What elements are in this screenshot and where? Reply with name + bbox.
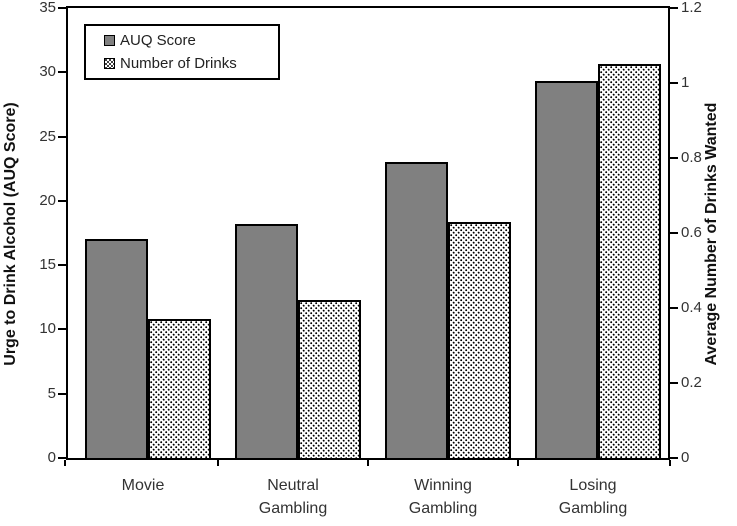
- left-axis-tick-label: 30: [39, 63, 56, 80]
- bar-drinks-losing-gambling: [598, 64, 661, 458]
- legend-label-number-of-drinks: Number of Drinks: [120, 55, 237, 72]
- bar-auq-neutral-gambling: [235, 224, 298, 458]
- left-axis-tick: [58, 457, 66, 459]
- right-axis-tick: [670, 307, 678, 309]
- legend: AUQ Score Number of Drinks: [84, 24, 280, 80]
- category-label-losing-gambling: Losing Gambling: [558, 477, 628, 517]
- number-of-drinks-swatch-icon: [104, 58, 115, 69]
- right-axis-tick: [670, 157, 678, 159]
- left-axis-tick-label: 35: [39, 0, 56, 16]
- bar-auq-losing-gambling: [535, 81, 598, 458]
- bar-drinks-movie: [148, 319, 211, 458]
- category-label-winning-gambling: Winning Gambling: [408, 477, 478, 517]
- x-axis-tick: [367, 460, 369, 466]
- auq-score-swatch-icon: [104, 35, 115, 46]
- left-axis-tick-label: 20: [39, 192, 56, 209]
- left-axis-tick-label: 25: [39, 128, 56, 145]
- x-axis-tick: [64, 460, 66, 466]
- left-axis-tick: [58, 7, 66, 9]
- legend-label-auq-score: AUQ Score: [120, 32, 196, 49]
- right-axis-tick: [670, 82, 678, 84]
- bar-auq-winning-gambling: [385, 162, 448, 458]
- right-axis-tick-label: 1: [681, 74, 690, 91]
- left-axis-tick-label: 15: [39, 256, 56, 273]
- right-axis-tick: [670, 7, 678, 9]
- legend-item-number-of-drinks: Number of Drinks: [104, 55, 278, 72]
- left-axis-tick-label: 0: [47, 449, 56, 466]
- right-axis-tick: [670, 232, 678, 234]
- category-label-movie: Movie: [121, 477, 165, 494]
- x-axis-tick: [669, 460, 671, 466]
- bar-drinks-winning-gambling: [448, 222, 511, 458]
- left-axis-tick: [58, 393, 66, 395]
- x-axis-tick: [517, 460, 519, 466]
- right-axis-tick-label: 0.4: [681, 299, 702, 316]
- left-axis-tick: [58, 328, 66, 330]
- left-axis-tick-label: 5: [47, 385, 56, 402]
- left-axis-tick: [58, 264, 66, 266]
- right-axis-tick-label: 0.6: [681, 224, 702, 241]
- right-axis-tick-label: 1.2: [681, 0, 702, 16]
- x-axis-tick: [217, 460, 219, 466]
- left-axis-tick: [58, 136, 66, 138]
- legend-item-auq-score: AUQ Score: [104, 32, 278, 49]
- left-axis-tick-label: 10: [39, 320, 56, 337]
- left-axis-tick: [58, 71, 66, 73]
- bar-auq-movie: [85, 239, 148, 458]
- right-axis-tick-label: 0.2: [681, 374, 702, 391]
- right-axis-tick-label: 0: [681, 449, 690, 466]
- category-label-neutral-gambling: Neutral Gambling: [258, 477, 328, 517]
- bar-drinks-neutral-gambling: [298, 300, 361, 458]
- left-axis-tick: [58, 200, 66, 202]
- left-axis-title: Urge to Drink Alcohol (AUQ Score): [2, 102, 19, 366]
- right-axis-tick: [670, 382, 678, 384]
- right-axis-tick-label: 0.8: [681, 149, 702, 166]
- right-axis-tick: [670, 457, 678, 459]
